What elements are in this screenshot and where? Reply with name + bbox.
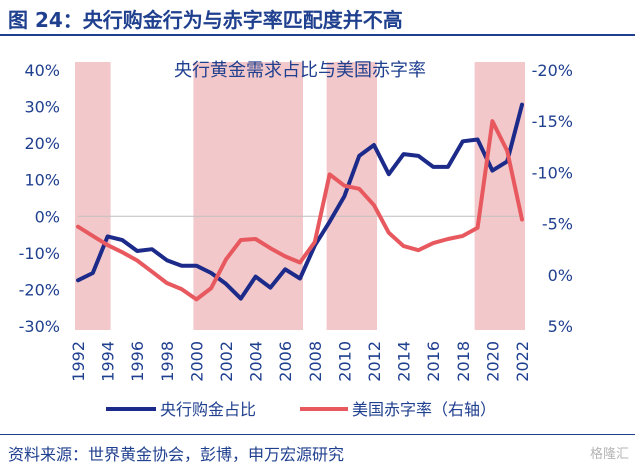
figure-title: 图 24：央行购金行为与赤字率匹配度并不高: [8, 8, 403, 32]
x-tick-label: 2008: [306, 341, 325, 382]
shaded-period-1: [75, 62, 111, 330]
x-tick-label: 2022: [513, 341, 532, 382]
x-tick-label: 1992: [69, 341, 88, 382]
shaded-period-3: [326, 62, 377, 330]
legend: 央行购金占比 美国赤字率（右轴）: [106, 400, 496, 419]
right-tick-label: -15%: [532, 112, 573, 131]
bottom-rule: [0, 434, 635, 435]
x-tick-label: 2006: [276, 341, 295, 382]
right-tick-label: 5%: [548, 317, 573, 336]
left-tick-label: 30%: [24, 98, 60, 117]
x-tick-label: 2000: [187, 341, 206, 382]
x-tick-label: 2014: [395, 341, 414, 382]
legend-label-2: 美国赤字率（右轴）: [352, 400, 496, 419]
right-tick-label: -5%: [542, 215, 573, 234]
legend-label-1: 央行购金占比: [160, 400, 256, 419]
top-rule: [0, 34, 635, 36]
x-tick-label: 1994: [99, 341, 118, 382]
x-tick-label: 2010: [335, 341, 354, 382]
right-tick-label: -20%: [532, 61, 573, 80]
chart: -30% -20% -10% 0% 10% 20% 30% 40% 5% 0% -5% -10% -1…: [19, 60, 573, 419]
x-tick-label: 1996: [128, 341, 147, 382]
right-tick-label: 0%: [548, 266, 573, 285]
x-tick-label: 2016: [424, 341, 443, 382]
left-tick-label: 10%: [24, 171, 60, 190]
left-tick-label: 0%: [35, 207, 60, 226]
series-line-2: [76, 119, 524, 302]
source-note: 资料来源：世界黄金协会，彭博，申万宏源研究: [8, 445, 345, 464]
watermark-logo: 格隆汇: [589, 447, 629, 462]
x-tick-label: 1998: [158, 341, 177, 382]
x-tick-label: 2002: [217, 341, 236, 382]
left-tick-label: -10%: [19, 244, 60, 263]
x-tick-label: 2012: [365, 341, 384, 382]
left-tick-label: 20%: [24, 134, 60, 153]
left-tick-label: -20%: [19, 280, 60, 299]
left-tick-label: -30%: [19, 317, 60, 336]
series-line-1: [76, 102, 524, 301]
x-tick-label: 2018: [454, 341, 473, 382]
chart-title: 央行黄金需求占比与美国赤字率: [174, 60, 426, 81]
right-tick-label: -10%: [532, 163, 573, 182]
x-tick-label: 2020: [483, 341, 502, 382]
left-tick-label: 40%: [24, 61, 60, 80]
x-tick-label: 2004: [247, 341, 266, 382]
